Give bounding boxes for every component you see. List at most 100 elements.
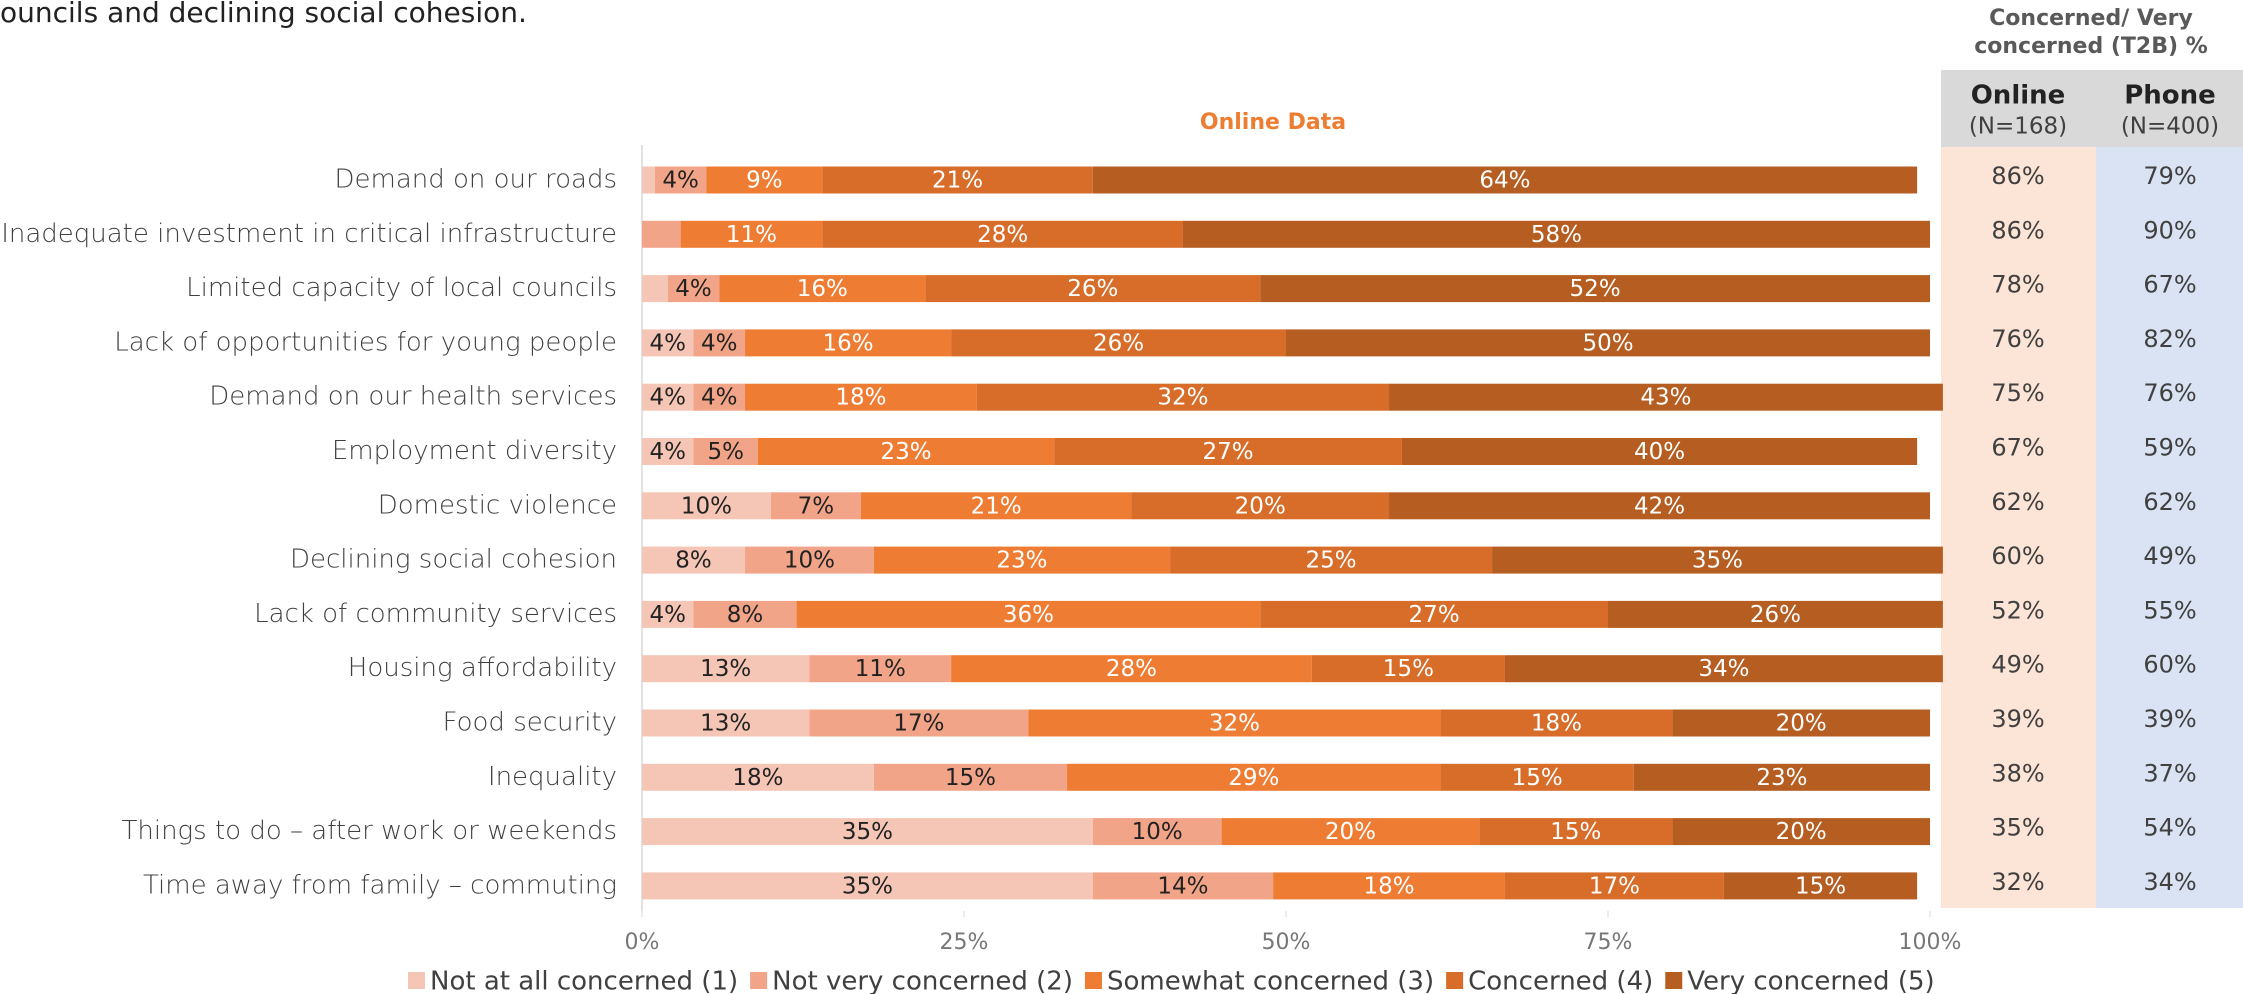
table-title: concerned (T2B) % bbox=[1974, 34, 2208, 59]
data-label: 10% bbox=[1132, 819, 1183, 845]
data-label: 9% bbox=[746, 168, 783, 194]
bar-segment bbox=[809, 655, 952, 683]
bar-segment bbox=[1504, 872, 1724, 900]
bar-segment bbox=[642, 600, 694, 628]
category-label: Time away from family – commuting bbox=[143, 870, 617, 900]
bar-segment bbox=[693, 383, 746, 411]
bar-segment bbox=[642, 709, 810, 737]
data-label: 29% bbox=[1228, 765, 1279, 791]
x-tick-label: 25% bbox=[940, 930, 989, 955]
data-label: 40% bbox=[1634, 439, 1685, 465]
table-cell: 75% bbox=[1991, 379, 2044, 407]
table-cell: 54% bbox=[2143, 814, 2196, 842]
table-cell: 59% bbox=[2143, 434, 2196, 462]
data-label: 18% bbox=[1531, 711, 1582, 737]
data-label: 25% bbox=[1306, 548, 1357, 574]
legend-swatch bbox=[1665, 972, 1683, 989]
bar-segment bbox=[642, 166, 655, 194]
bar-segment bbox=[1440, 763, 1634, 791]
category-label: Food security bbox=[443, 708, 617, 738]
bar-segment bbox=[680, 220, 823, 248]
bar-segment bbox=[1182, 220, 1930, 248]
table-cell: 49% bbox=[1991, 651, 2044, 679]
data-label: 43% bbox=[1640, 385, 1691, 411]
table-header-bg bbox=[1941, 70, 2243, 147]
data-label: 18% bbox=[835, 385, 886, 411]
bar-segment bbox=[1273, 872, 1505, 900]
table-cell: 39% bbox=[1991, 705, 2044, 733]
bar-segment bbox=[925, 275, 1261, 303]
data-label: 13% bbox=[700, 711, 751, 737]
category-label: Lack of community services bbox=[254, 599, 617, 629]
table-cell: 37% bbox=[2143, 759, 2196, 787]
bar-segment bbox=[951, 329, 1286, 357]
data-label: 8% bbox=[727, 602, 764, 628]
data-label: 15% bbox=[945, 765, 996, 791]
table-cell: 35% bbox=[1991, 814, 2044, 842]
legend-label: Not very concerned (2) bbox=[772, 967, 1073, 994]
data-label: 17% bbox=[1589, 873, 1640, 899]
bar-segment bbox=[654, 166, 707, 194]
bar-segment bbox=[1286, 329, 1930, 357]
category-label: Inadequate investment in critical infras… bbox=[1, 219, 617, 249]
bar-segment bbox=[1092, 818, 1222, 846]
data-label: 26% bbox=[1093, 330, 1144, 356]
bar-segment bbox=[693, 438, 758, 465]
bar-segment bbox=[642, 275, 668, 303]
category-label: Things to do – after work or weekends bbox=[121, 816, 617, 846]
category-label: Demand on our roads bbox=[334, 165, 617, 195]
legend-swatch bbox=[750, 972, 768, 989]
table-column-n: (N=168) bbox=[1969, 114, 2067, 140]
table-cell: 76% bbox=[2143, 379, 2196, 407]
data-label: 10% bbox=[784, 548, 835, 574]
data-label: 15% bbox=[1795, 873, 1846, 899]
data-label: 5% bbox=[707, 439, 744, 465]
data-label: 28% bbox=[977, 222, 1028, 248]
data-label: 27% bbox=[1202, 439, 1253, 465]
category-label: Housing affordability bbox=[348, 653, 617, 683]
table-cell: 32% bbox=[1991, 868, 2044, 896]
bar-segment bbox=[1492, 546, 1943, 574]
bar-segment bbox=[642, 329, 694, 357]
data-label: 23% bbox=[996, 548, 1047, 574]
data-label: 4% bbox=[650, 330, 687, 356]
table-column-n: (N=400) bbox=[2121, 114, 2219, 140]
category-label: Limited capacity of local councils bbox=[186, 273, 617, 303]
data-label: 15% bbox=[1550, 819, 1601, 845]
data-label: 18% bbox=[732, 765, 783, 791]
bar-segment bbox=[1633, 763, 1930, 791]
bar-segment bbox=[1131, 492, 1390, 520]
data-label: 23% bbox=[1756, 765, 1807, 791]
bar-segment bbox=[822, 166, 1093, 194]
data-label: 10% bbox=[681, 493, 732, 519]
bar-segment bbox=[770, 492, 861, 520]
data-label: 20% bbox=[1325, 819, 1376, 845]
bar-segment bbox=[1608, 600, 1943, 628]
bar-segment bbox=[1389, 492, 1930, 520]
data-label: 16% bbox=[823, 330, 874, 356]
bar-segment bbox=[1479, 818, 1673, 846]
table-cell: 38% bbox=[1991, 759, 2044, 787]
data-label: 14% bbox=[1157, 873, 1208, 899]
bar-segment bbox=[693, 600, 797, 628]
data-label: 35% bbox=[842, 819, 893, 845]
bar-segment bbox=[1067, 763, 1441, 791]
data-label: 15% bbox=[1383, 656, 1434, 682]
bar-segment bbox=[745, 329, 952, 357]
bar-segment bbox=[642, 872, 1093, 900]
bar-segment bbox=[706, 166, 823, 194]
data-label: 50% bbox=[1582, 330, 1633, 356]
x-tick-label: 100% bbox=[1899, 930, 1962, 955]
bar-segment bbox=[757, 438, 1055, 465]
chart-subtitle: Online Data bbox=[1200, 110, 1346, 135]
bar-segment bbox=[951, 655, 1312, 683]
category-label: Employment diversity bbox=[332, 436, 617, 466]
bar-segment bbox=[1054, 438, 1402, 465]
table-column-name: Online bbox=[1971, 81, 2066, 111]
bar-segment bbox=[642, 546, 746, 574]
table-cell: 76% bbox=[1991, 325, 2044, 353]
data-label: 26% bbox=[1750, 602, 1801, 628]
legend-swatch bbox=[1084, 972, 1102, 989]
bar-segment bbox=[976, 383, 1390, 411]
